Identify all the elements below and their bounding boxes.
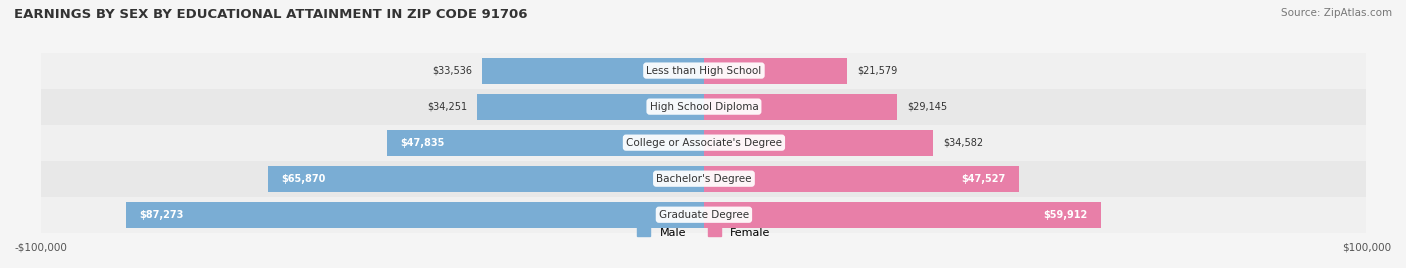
Text: $87,273: $87,273 bbox=[139, 210, 183, 220]
Text: Bachelor's Degree: Bachelor's Degree bbox=[657, 174, 752, 184]
Bar bbox=[704, 202, 1101, 228]
Bar bbox=[125, 202, 704, 228]
Bar bbox=[41, 89, 1367, 125]
Text: $59,912: $59,912 bbox=[1043, 210, 1088, 220]
Bar bbox=[41, 161, 1367, 197]
Text: $47,527: $47,527 bbox=[962, 174, 1005, 184]
Bar bbox=[267, 166, 704, 192]
Bar bbox=[387, 130, 704, 156]
Text: $33,536: $33,536 bbox=[432, 66, 472, 76]
Text: $34,251: $34,251 bbox=[427, 102, 467, 111]
Text: Source: ZipAtlas.com: Source: ZipAtlas.com bbox=[1281, 8, 1392, 18]
Legend: Male, Female: Male, Female bbox=[633, 223, 775, 242]
Text: Less than High School: Less than High School bbox=[647, 66, 762, 76]
Text: Graduate Degree: Graduate Degree bbox=[659, 210, 749, 220]
Bar bbox=[482, 58, 704, 84]
Bar bbox=[704, 166, 1019, 192]
Bar bbox=[704, 58, 846, 84]
Bar bbox=[41, 125, 1367, 161]
Text: $65,870: $65,870 bbox=[281, 174, 325, 184]
Bar bbox=[704, 130, 934, 156]
Text: College or Associate's Degree: College or Associate's Degree bbox=[626, 138, 782, 148]
Text: $29,145: $29,145 bbox=[907, 102, 948, 111]
Text: $21,579: $21,579 bbox=[856, 66, 897, 76]
Bar bbox=[704, 94, 897, 120]
Bar bbox=[41, 53, 1367, 89]
Text: EARNINGS BY SEX BY EDUCATIONAL ATTAINMENT IN ZIP CODE 91706: EARNINGS BY SEX BY EDUCATIONAL ATTAINMEN… bbox=[14, 8, 527, 21]
Text: $34,582: $34,582 bbox=[943, 138, 983, 148]
Text: $47,835: $47,835 bbox=[401, 138, 444, 148]
Bar bbox=[41, 197, 1367, 233]
Text: High School Diploma: High School Diploma bbox=[650, 102, 758, 111]
Bar bbox=[477, 94, 704, 120]
